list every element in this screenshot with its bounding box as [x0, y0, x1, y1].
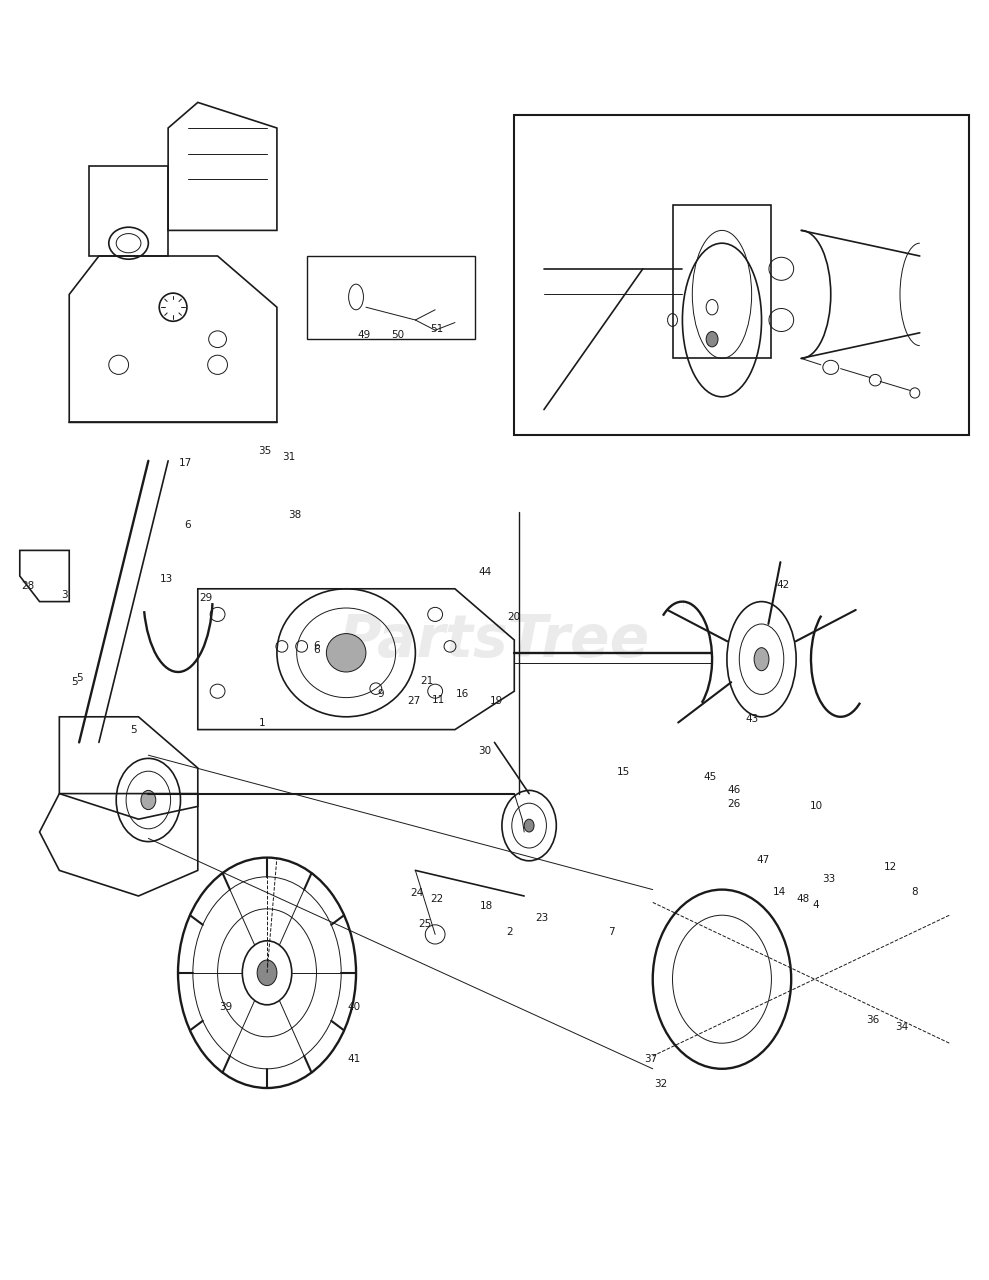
Text: 6: 6 — [185, 520, 191, 530]
Text: 8: 8 — [912, 887, 918, 897]
Text: 51: 51 — [430, 324, 444, 334]
Text: 4: 4 — [813, 900, 819, 910]
Text: 9: 9 — [378, 689, 384, 699]
Text: 46: 46 — [727, 785, 741, 795]
Ellipse shape — [706, 332, 718, 347]
Text: 5: 5 — [71, 677, 77, 687]
Ellipse shape — [141, 791, 156, 810]
Text: 28: 28 — [21, 581, 35, 591]
Text: 1: 1 — [259, 718, 265, 728]
Text: 37: 37 — [644, 1053, 658, 1064]
Text: 50: 50 — [391, 330, 405, 340]
Text: 48: 48 — [796, 893, 810, 904]
Text: 44: 44 — [478, 567, 492, 577]
Text: ™: ™ — [679, 599, 695, 617]
Text: 15: 15 — [616, 767, 630, 777]
Text: 38: 38 — [288, 509, 302, 520]
Text: 29: 29 — [199, 593, 213, 603]
Text: 11: 11 — [431, 695, 445, 705]
Text: PartsTree: PartsTree — [339, 612, 650, 668]
Text: 5: 5 — [131, 724, 136, 735]
Bar — [514, 115, 969, 435]
Text: 45: 45 — [703, 772, 717, 782]
Text: 23: 23 — [535, 913, 549, 923]
Text: 16: 16 — [456, 689, 470, 699]
Text: 32: 32 — [654, 1079, 668, 1089]
Text: 31: 31 — [282, 452, 296, 462]
Text: 2: 2 — [506, 927, 512, 937]
Text: 6: 6 — [314, 641, 319, 652]
Text: 20: 20 — [507, 612, 521, 622]
Text: 19: 19 — [490, 696, 503, 707]
Text: 10: 10 — [809, 801, 823, 812]
Text: 40: 40 — [347, 1002, 361, 1012]
Text: 12: 12 — [883, 861, 897, 872]
Text: 25: 25 — [418, 919, 432, 929]
Text: 22: 22 — [430, 893, 444, 904]
Bar — [673, 205, 771, 358]
Text: 49: 49 — [357, 330, 371, 340]
Text: 34: 34 — [895, 1021, 909, 1032]
Bar — [307, 256, 475, 339]
Text: 5: 5 — [76, 673, 82, 684]
Text: 13: 13 — [159, 573, 173, 584]
Text: 18: 18 — [480, 901, 494, 911]
Text: 35: 35 — [258, 445, 272, 456]
Text: 41: 41 — [347, 1053, 361, 1064]
Text: 3: 3 — [61, 590, 67, 600]
Ellipse shape — [257, 960, 277, 986]
Text: 30: 30 — [478, 746, 492, 756]
Text: 26: 26 — [727, 799, 741, 809]
Text: 17: 17 — [179, 458, 193, 468]
Text: 6: 6 — [314, 645, 319, 655]
Text: 27: 27 — [406, 696, 420, 707]
Text: 14: 14 — [772, 887, 786, 897]
Text: 21: 21 — [420, 676, 434, 686]
Text: 42: 42 — [776, 580, 790, 590]
Text: 36: 36 — [865, 1015, 879, 1025]
Text: 7: 7 — [608, 927, 614, 937]
Text: 39: 39 — [219, 1002, 232, 1012]
Ellipse shape — [754, 648, 769, 671]
Text: 47: 47 — [757, 855, 770, 865]
Text: 33: 33 — [822, 874, 836, 884]
Text: 24: 24 — [410, 888, 424, 899]
Text: 43: 43 — [745, 714, 759, 724]
Ellipse shape — [524, 819, 534, 832]
Ellipse shape — [326, 634, 366, 672]
